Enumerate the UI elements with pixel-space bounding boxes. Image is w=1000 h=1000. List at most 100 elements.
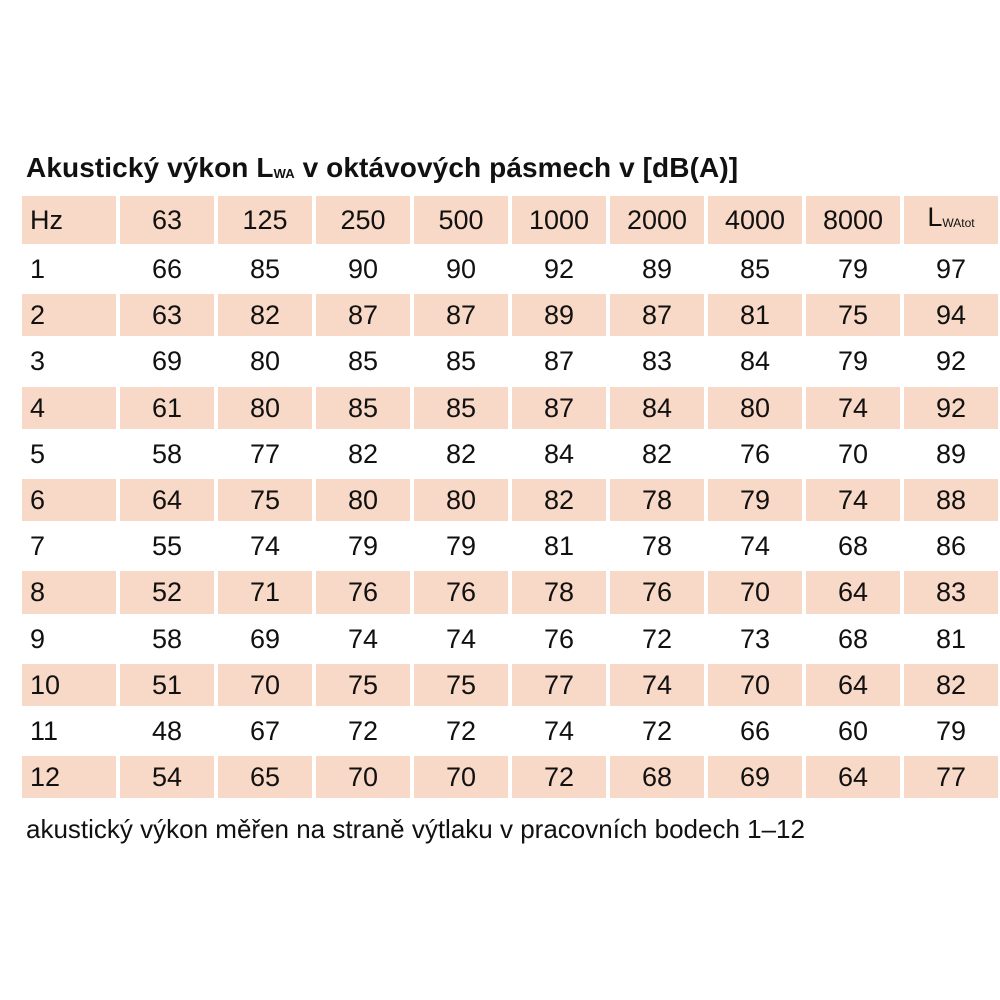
header-cell-2000: 2000 bbox=[610, 196, 704, 244]
value-cell: 69 bbox=[151, 346, 183, 377]
value-cell: 58 bbox=[151, 438, 183, 469]
value-cell: 78 bbox=[512, 571, 606, 614]
value-cell: 94 bbox=[904, 294, 998, 337]
value-cell: 48 bbox=[151, 715, 183, 746]
value-cell: 74 bbox=[445, 623, 477, 654]
row-point-cell: 2 bbox=[22, 294, 116, 337]
header-cell-125: 125 bbox=[218, 196, 312, 244]
value-cell: 90 bbox=[347, 254, 379, 285]
value-cell: 76 bbox=[414, 571, 508, 614]
value-cell: 69 bbox=[249, 623, 281, 654]
value-cell: 79 bbox=[708, 478, 802, 522]
value-cell: 79 bbox=[837, 346, 869, 377]
value-cell: 76 bbox=[739, 438, 771, 469]
row-point-cell: 7 bbox=[30, 531, 46, 562]
value-cell: 85 bbox=[347, 346, 379, 377]
value-cell: 74 bbox=[610, 663, 704, 706]
value-cell: 87 bbox=[610, 294, 704, 337]
value-cell: 85 bbox=[445, 346, 477, 377]
value-cell: 76 bbox=[610, 571, 704, 614]
value-cell: 72 bbox=[641, 715, 673, 746]
header-cell-500: 500 bbox=[414, 196, 508, 244]
header-cell-4000: 4000 bbox=[708, 196, 802, 244]
table-row: 3 69 80 85 85 87 83 84 79 92 bbox=[22, 340, 998, 382]
value-cell: 84 bbox=[739, 346, 771, 377]
table-row: 9 58 69 74 74 76 72 73 68 81 bbox=[22, 618, 998, 660]
value-cell: 70 bbox=[316, 756, 410, 799]
value-cell: 86 bbox=[935, 531, 967, 562]
value-cell: 80 bbox=[316, 478, 410, 522]
title-rest: v oktávových pásmech v [dB(A)] bbox=[294, 152, 739, 183]
value-cell: 63 bbox=[120, 294, 214, 337]
header-cell-hz: Hz bbox=[22, 196, 116, 244]
value-cell: 81 bbox=[935, 623, 967, 654]
total-label-main: L bbox=[927, 202, 943, 232]
value-cell: 80 bbox=[708, 386, 802, 429]
value-cell: 92 bbox=[904, 386, 998, 429]
value-cell: 85 bbox=[739, 254, 771, 285]
value-cell: 71 bbox=[218, 571, 312, 614]
value-cell: 73 bbox=[739, 623, 771, 654]
header-row: Hz 63 125 250 500 1000 2000 4000 8000 LW… bbox=[22, 196, 998, 244]
value-cell: 92 bbox=[935, 346, 967, 377]
row-point-cell: 6 bbox=[22, 478, 116, 522]
value-cell: 82 bbox=[512, 478, 606, 522]
table-row: 1 66 85 90 90 92 89 85 79 97 bbox=[22, 248, 998, 290]
value-cell: 80 bbox=[218, 386, 312, 429]
row-point-cell: 8 bbox=[22, 571, 116, 614]
value-cell: 75 bbox=[806, 294, 900, 337]
value-cell: 68 bbox=[837, 623, 869, 654]
value-cell: 74 bbox=[739, 531, 771, 562]
value-cell: 81 bbox=[543, 531, 575, 562]
value-cell: 79 bbox=[347, 531, 379, 562]
row-point-cell: 4 bbox=[22, 386, 116, 429]
value-cell: 76 bbox=[316, 571, 410, 614]
table-row: 5 58 77 82 82 84 82 76 70 89 bbox=[22, 433, 998, 475]
value-cell: 52 bbox=[120, 571, 214, 614]
value-cell: 82 bbox=[641, 438, 673, 469]
table-row: 6 64 75 80 80 82 78 79 74 88 bbox=[22, 478, 998, 522]
value-cell: 66 bbox=[151, 254, 183, 285]
value-cell: 89 bbox=[512, 294, 606, 337]
value-cell: 70 bbox=[414, 756, 508, 799]
table-row: 2 63 82 87 87 89 87 81 75 94 bbox=[22, 294, 998, 337]
row-point-cell: 5 bbox=[30, 438, 46, 469]
value-cell: 68 bbox=[837, 531, 869, 562]
value-cell: 72 bbox=[512, 756, 606, 799]
table-row: 10 51 70 75 75 77 74 70 64 82 bbox=[22, 663, 998, 706]
header-cell-1000: 1000 bbox=[512, 196, 606, 244]
total-label-subscript: WAtot bbox=[942, 216, 975, 230]
value-cell: 64 bbox=[806, 756, 900, 799]
table-row: 7 55 74 79 79 81 78 74 68 86 bbox=[22, 525, 998, 567]
value-cell: 83 bbox=[641, 346, 673, 377]
value-cell: 76 bbox=[543, 623, 575, 654]
header-cell-total: LWAtot bbox=[904, 196, 998, 244]
table-title: Akustický výkon LWA v oktávových pásmech… bbox=[26, 152, 738, 184]
value-cell: 72 bbox=[347, 715, 379, 746]
value-cell: 70 bbox=[837, 438, 869, 469]
value-cell: 87 bbox=[414, 294, 508, 337]
value-cell: 72 bbox=[641, 623, 673, 654]
value-cell: 82 bbox=[904, 663, 998, 706]
value-cell: 75 bbox=[316, 663, 410, 706]
value-cell: 97 bbox=[935, 254, 967, 285]
title-subscript: WA bbox=[273, 166, 295, 181]
header-cell-250: 250 bbox=[316, 196, 410, 244]
value-cell: 74 bbox=[806, 478, 900, 522]
table-row: 8 52 71 76 76 78 76 70 64 83 bbox=[22, 571, 998, 614]
value-cell: 77 bbox=[904, 756, 998, 799]
row-point-cell: 9 bbox=[30, 623, 46, 654]
sound-power-table: Hz 63 125 250 500 1000 2000 4000 8000 LW… bbox=[18, 192, 1000, 802]
value-cell: 75 bbox=[218, 478, 312, 522]
value-cell: 69 bbox=[708, 756, 802, 799]
value-cell: 70 bbox=[708, 663, 802, 706]
value-cell: 74 bbox=[249, 531, 281, 562]
value-cell: 89 bbox=[935, 438, 967, 469]
value-cell: 80 bbox=[249, 346, 281, 377]
value-cell: 83 bbox=[904, 571, 998, 614]
value-cell: 89 bbox=[641, 254, 673, 285]
value-cell: 87 bbox=[543, 346, 575, 377]
value-cell: 88 bbox=[904, 478, 998, 522]
table-row: 11 48 67 72 72 74 72 66 60 79 bbox=[22, 710, 998, 752]
value-cell: 77 bbox=[512, 663, 606, 706]
